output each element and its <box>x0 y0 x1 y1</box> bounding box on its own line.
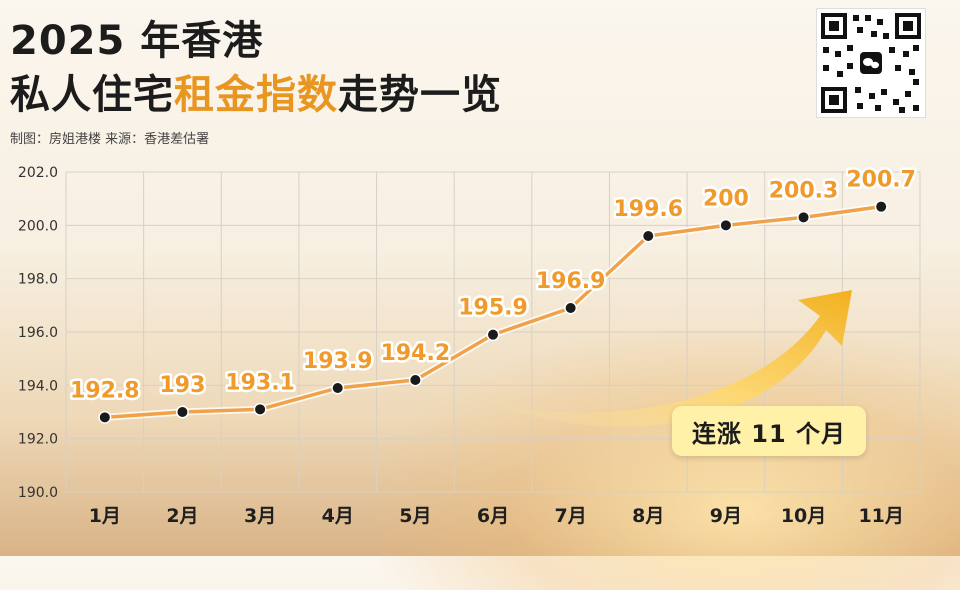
data-label: 194.2 <box>381 341 451 366</box>
x-tick-label: 9月 <box>710 505 742 527</box>
x-tick-label: 3月 <box>244 505 276 527</box>
data-point <box>177 407 188 417</box>
x-tick-label: 6月 <box>477 505 509 527</box>
y-tick-label: 194.0 <box>18 378 58 394</box>
data-point <box>332 383 343 393</box>
data-point <box>876 201 887 212</box>
x-tick-label: 4月 <box>322 505 354 527</box>
line-chart: 190.0 192.0 194.0 196.0 198.0 200.0 202.0 1月 2月 3… <box>18 165 921 527</box>
page-title-line2: 私人住宅租金指数走势一览 <box>10 62 502 120</box>
data-point <box>643 231 654 241</box>
data-point <box>488 329 498 340</box>
x-tick-label: 8月 <box>632 505 664 527</box>
x-tick-label: 2月 <box>166 505 198 527</box>
y-tick-label: 190.0 <box>18 485 58 501</box>
qr-code-icon <box>816 8 926 118</box>
y-tick-label: 202.0 <box>18 165 58 181</box>
data-label: 200.7 <box>846 168 916 193</box>
data-label: 193.9 <box>303 349 373 374</box>
data-label: 196.9 <box>536 269 606 294</box>
page-title-line1: 2025 年香港 <box>10 18 264 64</box>
data-point <box>410 375 421 385</box>
data-point <box>720 220 731 231</box>
data-point <box>565 303 576 313</box>
credits-text: 制图：房姐港楼 来源：香港差估署 <box>10 132 210 147</box>
data-label: 199.6 <box>613 197 683 222</box>
x-tick-label: 11月 <box>858 505 903 527</box>
data-label: 195.9 <box>458 296 528 321</box>
x-tick-label: 5月 <box>399 505 431 527</box>
data-label: 200.3 <box>769 178 839 203</box>
y-tick-label: 200.0 <box>18 218 58 234</box>
trend-arrow <box>500 290 852 427</box>
data-label: 193.1 <box>225 370 295 395</box>
y-tick-label: 192.0 <box>18 432 58 448</box>
background-glow <box>380 330 960 590</box>
title-prefix: 私人住宅 <box>10 72 174 118</box>
y-tick-label: 196.0 <box>18 325 58 341</box>
x-tick-label: 7月 <box>555 505 587 527</box>
data-point <box>798 212 809 223</box>
data-label: 193 <box>159 373 205 398</box>
y-tick-label: 198.0 <box>18 272 58 288</box>
data-label: 192.8 <box>70 378 140 403</box>
x-tick-label: 10月 <box>781 505 826 527</box>
title-suffix: 走势一览 <box>338 72 502 118</box>
data-point <box>255 404 266 415</box>
data-point <box>99 412 110 423</box>
data-label: 200 <box>703 186 749 211</box>
title-highlight: 租金指数 <box>174 72 338 118</box>
streak-badge: 连涨 11 个月 <box>672 406 866 456</box>
x-tick-label: 1月 <box>89 505 121 527</box>
